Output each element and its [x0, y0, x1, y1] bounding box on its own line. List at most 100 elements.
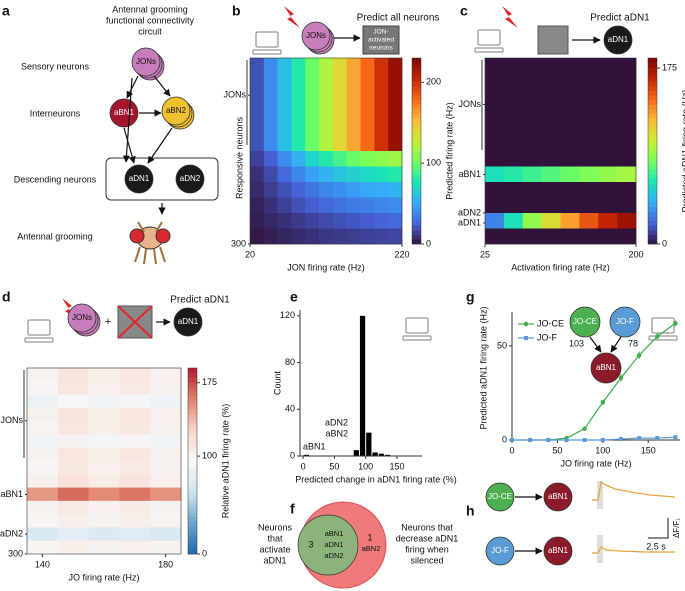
heat-cell [27, 381, 59, 395]
colorbar-tick-label: 0 [202, 548, 207, 558]
colorbar-segment [412, 113, 421, 119]
x-tick-label: 0 [509, 445, 514, 455]
heat-cell [617, 151, 637, 167]
heat-cell [617, 58, 637, 74]
heat-cell [250, 228, 265, 245]
colorbar-frame [411, 57, 422, 245]
colorbar-segment [412, 174, 421, 180]
response-scale: ΔF/F₁ [672, 518, 681, 538]
heat-cell [119, 381, 151, 395]
colorbar-segment [188, 377, 197, 383]
series-line [512, 436, 676, 441]
heat-cell [579, 151, 599, 167]
heat-cell [346, 151, 361, 167]
heat-cell [57, 381, 89, 395]
heat-cell [617, 213, 637, 229]
colorbar-segment [188, 535, 197, 541]
panel-label: b [232, 3, 241, 19]
colorbar-segment [412, 85, 421, 91]
node-label: aDN1 [608, 35, 629, 44]
heat-cell [360, 104, 375, 121]
heat-cell [388, 58, 403, 74]
colorbar-segment [188, 391, 197, 397]
colorbar-segment [648, 104, 657, 110]
fly-leg [159, 246, 166, 263]
heat-cell [319, 104, 334, 121]
heat-cell [150, 514, 182, 528]
heat-cell [332, 58, 348, 74]
heat-cell [560, 135, 580, 152]
circuit-title: circuit [138, 26, 162, 36]
heat-cell [319, 58, 334, 74]
heat-cell [541, 135, 561, 152]
legend-marker [523, 321, 529, 327]
heat-cell [150, 368, 182, 382]
heat-cell [305, 135, 320, 152]
heat-cell [541, 197, 561, 214]
heat-cell [119, 434, 151, 449]
heat-cell [541, 166, 561, 183]
heat-cell [291, 89, 306, 105]
heat-cell [485, 228, 505, 245]
y-tick-label: 50 [497, 340, 507, 350]
node [603, 25, 633, 55]
node [124, 164, 154, 194]
point [673, 435, 678, 440]
arrow [610, 336, 622, 353]
heat-cell [360, 213, 375, 229]
venn-caption: aDN1 [263, 555, 286, 565]
heat-cell [522, 213, 542, 229]
colorbar-segment [412, 76, 421, 82]
heat-cell [88, 527, 120, 542]
heat-cell [319, 151, 334, 167]
colorbar-segment [188, 521, 197, 527]
heat-cell [319, 182, 334, 198]
heat-cell [88, 434, 120, 449]
heat-cell [579, 166, 599, 183]
colorbar-segment [188, 507, 197, 513]
heat-cell [119, 407, 151, 422]
colorbar-tick-label: 200 [426, 77, 441, 87]
heat-cell [291, 213, 306, 229]
node-label: JO-F [491, 546, 509, 555]
heat-cell [119, 368, 151, 382]
colorbar-segment [648, 174, 657, 180]
arrow [589, 336, 602, 353]
heat-cell [291, 228, 306, 245]
point [636, 353, 642, 358]
node-label: aDN1 [129, 174, 150, 183]
colorbar-segment [412, 141, 421, 147]
computer-icon [27, 319, 51, 336]
colorbar-segment [648, 132, 657, 138]
heat-cell [119, 527, 151, 542]
fly-leg [143, 248, 147, 265]
node-label: JONs [136, 57, 156, 66]
y-tick-label: 300 [231, 238, 246, 248]
colorbar-segment [412, 146, 421, 152]
colorbar-segment [412, 220, 421, 226]
heat-cell [388, 135, 403, 152]
heat-cell [541, 213, 561, 229]
arrow [126, 75, 139, 99]
arrow [153, 75, 171, 97]
node-label: JO-CE [488, 492, 512, 501]
heat-cell [388, 182, 403, 198]
y-tick-label: aDN1 [458, 217, 481, 227]
heat-cell [250, 58, 265, 74]
heat-cell [319, 120, 334, 136]
heat-cell [119, 500, 151, 515]
plus: + [105, 316, 111, 328]
heat-cell [88, 421, 120, 435]
heat-cell [250, 73, 265, 90]
heat-cell [503, 182, 524, 198]
target-label: activated [368, 37, 394, 44]
heat-cell [277, 58, 292, 74]
node [590, 352, 622, 384]
colorbar-segment [412, 169, 421, 175]
heat-cell [388, 166, 403, 183]
heat-cell [503, 73, 524, 90]
silenced-box [537, 25, 569, 55]
fly-leg [155, 221, 163, 233]
level-label: Interneurons [30, 108, 81, 118]
y-tick-label: JONs [459, 99, 482, 109]
